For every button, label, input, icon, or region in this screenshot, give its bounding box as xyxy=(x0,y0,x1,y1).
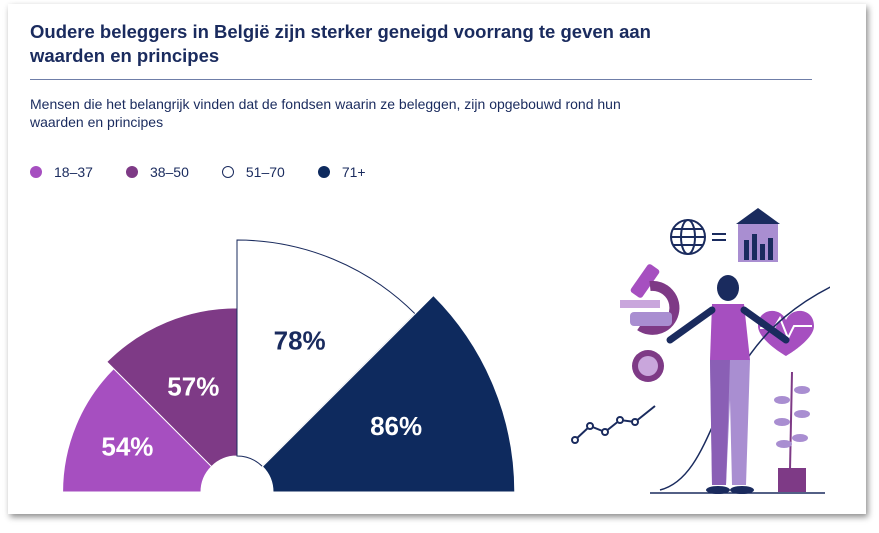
house-chart-icon xyxy=(736,208,780,262)
legend-item-51-70: 51–70 xyxy=(221,164,285,180)
microscope-icon xyxy=(620,264,680,335)
investor-illustration xyxy=(571,208,830,494)
label-51-70: 78% xyxy=(274,326,326,356)
title-divider xyxy=(30,79,812,80)
legend-item-71plus: 71+ xyxy=(317,164,366,180)
legend-label: 18–37 xyxy=(54,164,93,180)
legend: 18–37 38–50 51–70 71+ xyxy=(30,163,399,181)
legend-swatch xyxy=(30,166,42,178)
person-figure xyxy=(666,275,790,494)
label-38-50: 57% xyxy=(167,372,219,402)
slice-18-37 xyxy=(62,367,213,493)
coin-icon xyxy=(632,350,664,382)
slice-71plus xyxy=(261,294,516,493)
legend-item-38-50: 38–50 xyxy=(125,164,189,180)
legend-swatch xyxy=(317,166,330,178)
legend-item-18-37: 18–37 xyxy=(30,164,93,180)
globe-icon xyxy=(670,219,706,255)
plant-icon xyxy=(774,371,810,492)
legend-swatch xyxy=(125,166,138,178)
chart-subtitle: Mensen die het belangrijk vinden dat de … xyxy=(30,96,621,130)
slice-51-70 xyxy=(236,239,416,468)
legend-swatch xyxy=(221,166,234,178)
trend-line-icon xyxy=(571,405,656,444)
label-71plus: 86% xyxy=(370,411,422,441)
slice-38-50 xyxy=(106,307,238,468)
legend-label: 38–50 xyxy=(149,164,189,180)
equals-icon xyxy=(712,233,726,241)
legend-label: 51–70 xyxy=(245,164,285,180)
chart-title: Oudere beleggers in België zijn sterker … xyxy=(30,21,651,66)
legend-label: 71+ xyxy=(341,164,366,180)
label-18-37: 54% xyxy=(101,432,153,462)
heart-icon xyxy=(758,310,814,356)
